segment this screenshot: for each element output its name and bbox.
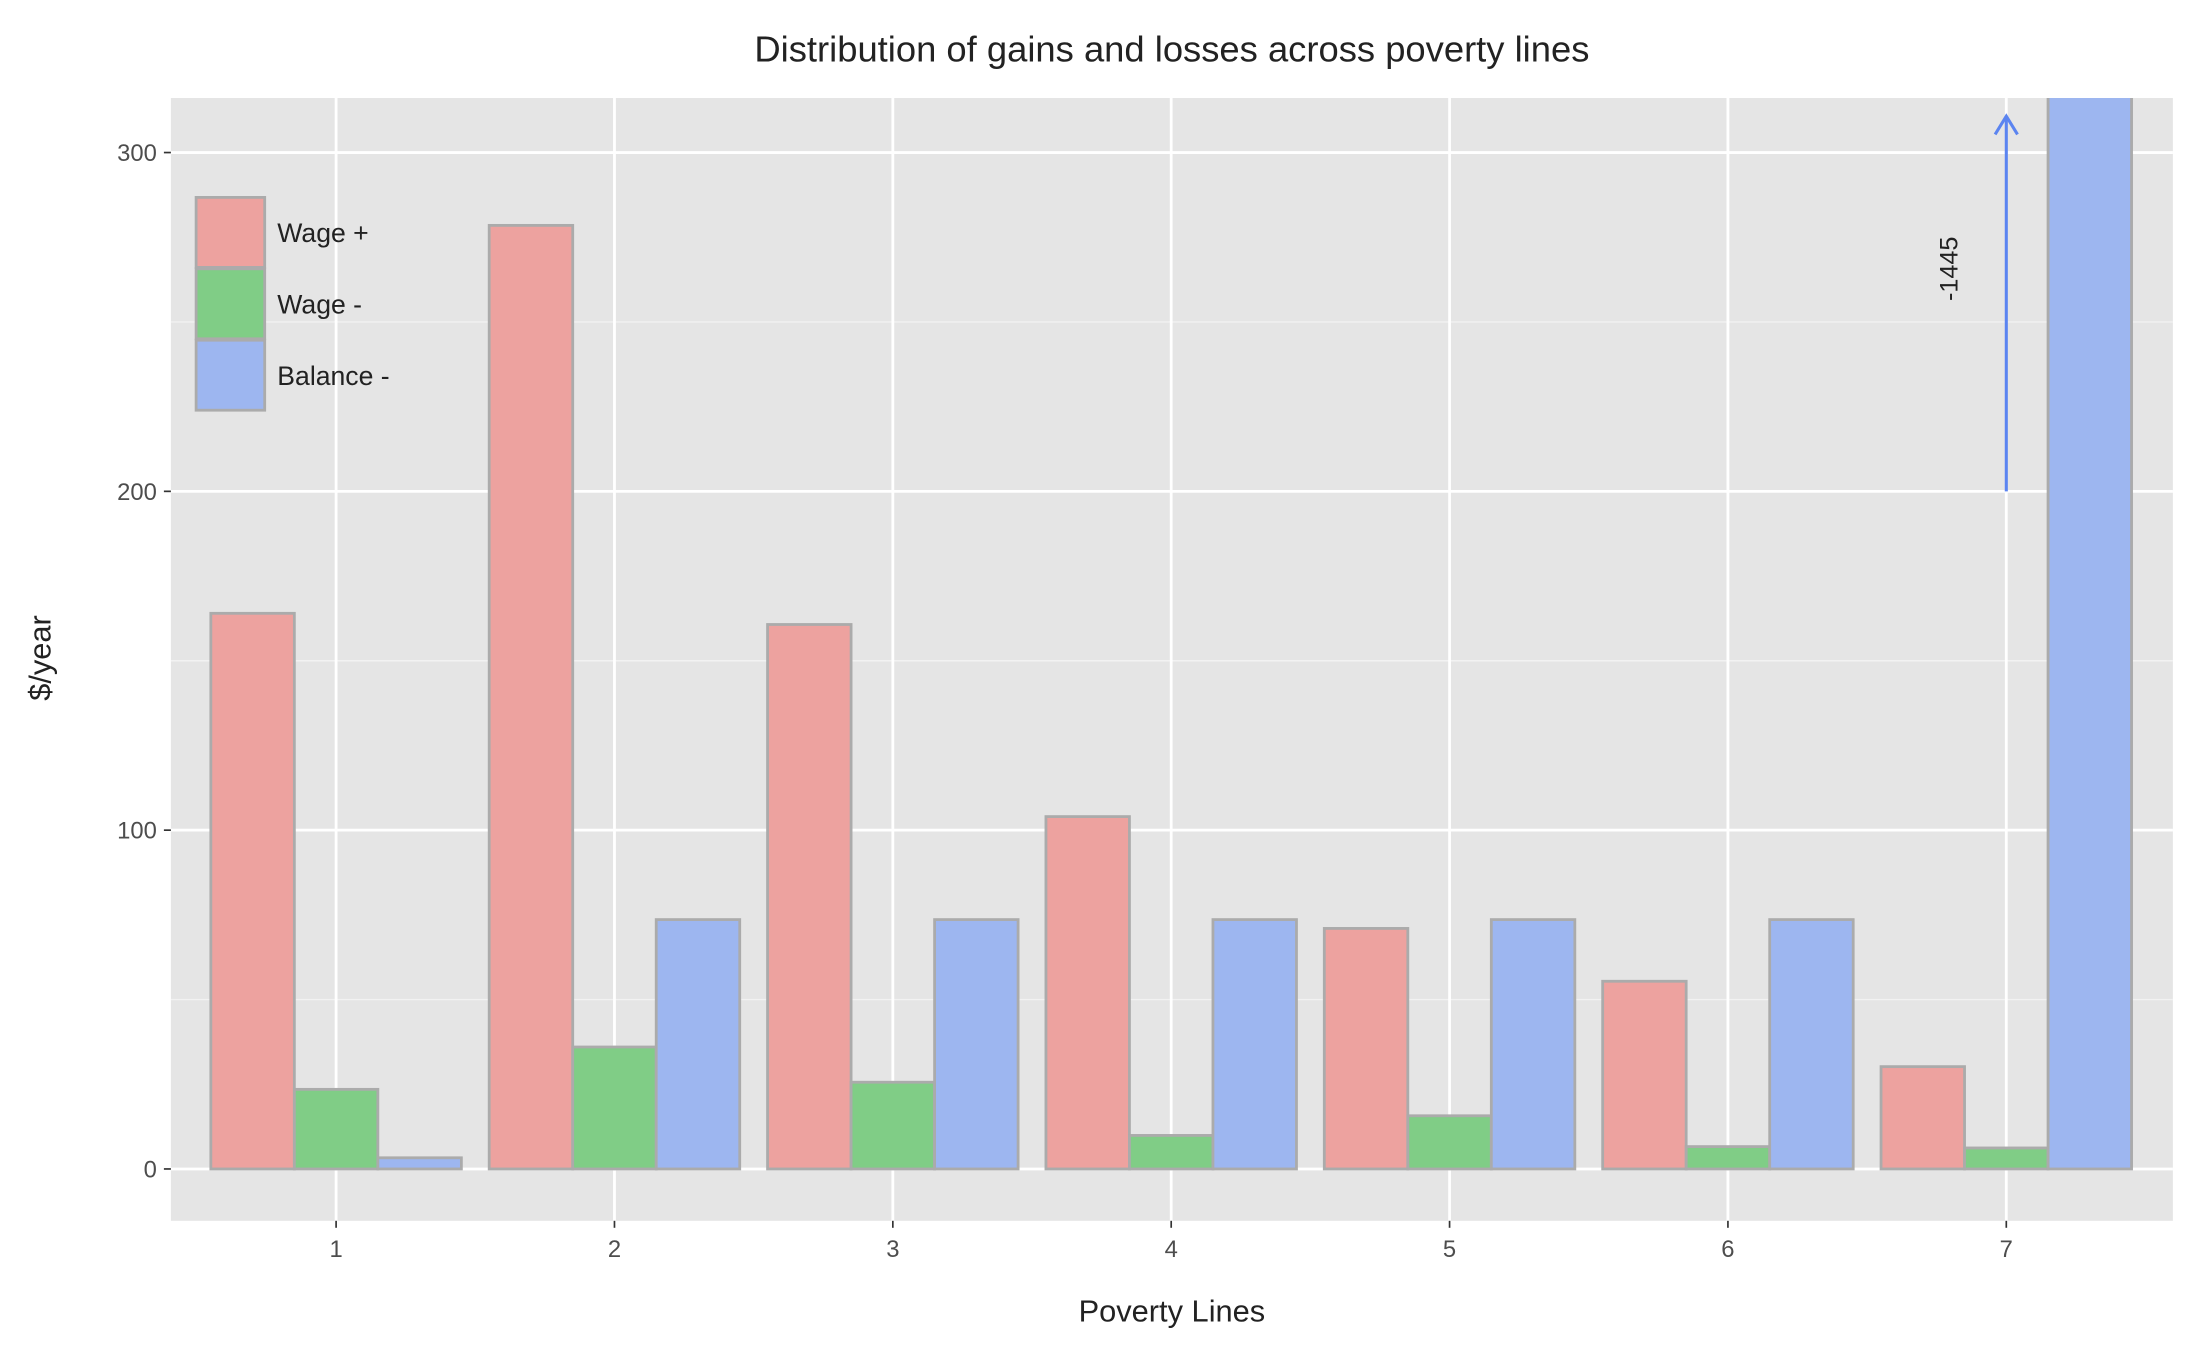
bar (1044, 815, 1131, 1171)
annotation-arrowhead (1993, 113, 2019, 136)
x-tick-label: 1 (329, 1236, 342, 1263)
bar (766, 623, 853, 1171)
bar (1601, 979, 1688, 1171)
labels: 0 100 200 300 1 2 3 4 5 6 7 (117, 140, 2013, 1263)
bar (292, 1087, 380, 1171)
bar (1406, 1114, 1493, 1171)
bar (2046, 98, 2133, 1171)
x-tick-label: 2 (608, 1236, 621, 1263)
x-tick-label: 7 (2000, 1236, 2013, 1263)
bars (209, 98, 2133, 1171)
y-tick-label: 0 (144, 1156, 157, 1183)
bar (1768, 918, 1855, 1171)
bar (1879, 1065, 1966, 1171)
x-tick-label: 6 (1721, 1236, 1734, 1263)
legend-label: Wage + (277, 218, 368, 248)
bar (571, 1045, 658, 1171)
bar (376, 1156, 463, 1171)
y-tick-label: 100 (117, 818, 157, 845)
legend-swatch (194, 267, 267, 341)
bar (933, 918, 1020, 1171)
bar (1211, 918, 1298, 1171)
bar (1489, 918, 1577, 1171)
bar (654, 918, 742, 1171)
y-tick-label: 200 (117, 479, 157, 506)
bar (1128, 1134, 1215, 1171)
bar (849, 1080, 936, 1171)
legend-swatch (194, 338, 267, 412)
bar (1684, 1145, 1772, 1171)
bar (487, 223, 575, 1171)
legend-swatch (194, 195, 267, 269)
legend-label: Balance - (277, 361, 389, 391)
legend-label: Wage - (277, 290, 362, 320)
bar (1322, 927, 1410, 1171)
x-tick-label: 3 (886, 1236, 899, 1263)
y-axis-title: $/year (23, 615, 58, 701)
x-axis-title: Poverty Lines (1079, 1294, 1266, 1329)
legend: Wage + Wage - Balance - (194, 195, 390, 412)
x-tick-label: 5 (1443, 1236, 1456, 1263)
chart-title: Distribution of gains and losses across … (754, 29, 1589, 70)
bar (209, 611, 296, 1171)
annotation-text: -1445 (1935, 237, 1963, 301)
y-tick-label: 300 (117, 140, 157, 167)
x-tick-label: 4 (1165, 1236, 1178, 1263)
bar (1963, 1146, 2050, 1171)
